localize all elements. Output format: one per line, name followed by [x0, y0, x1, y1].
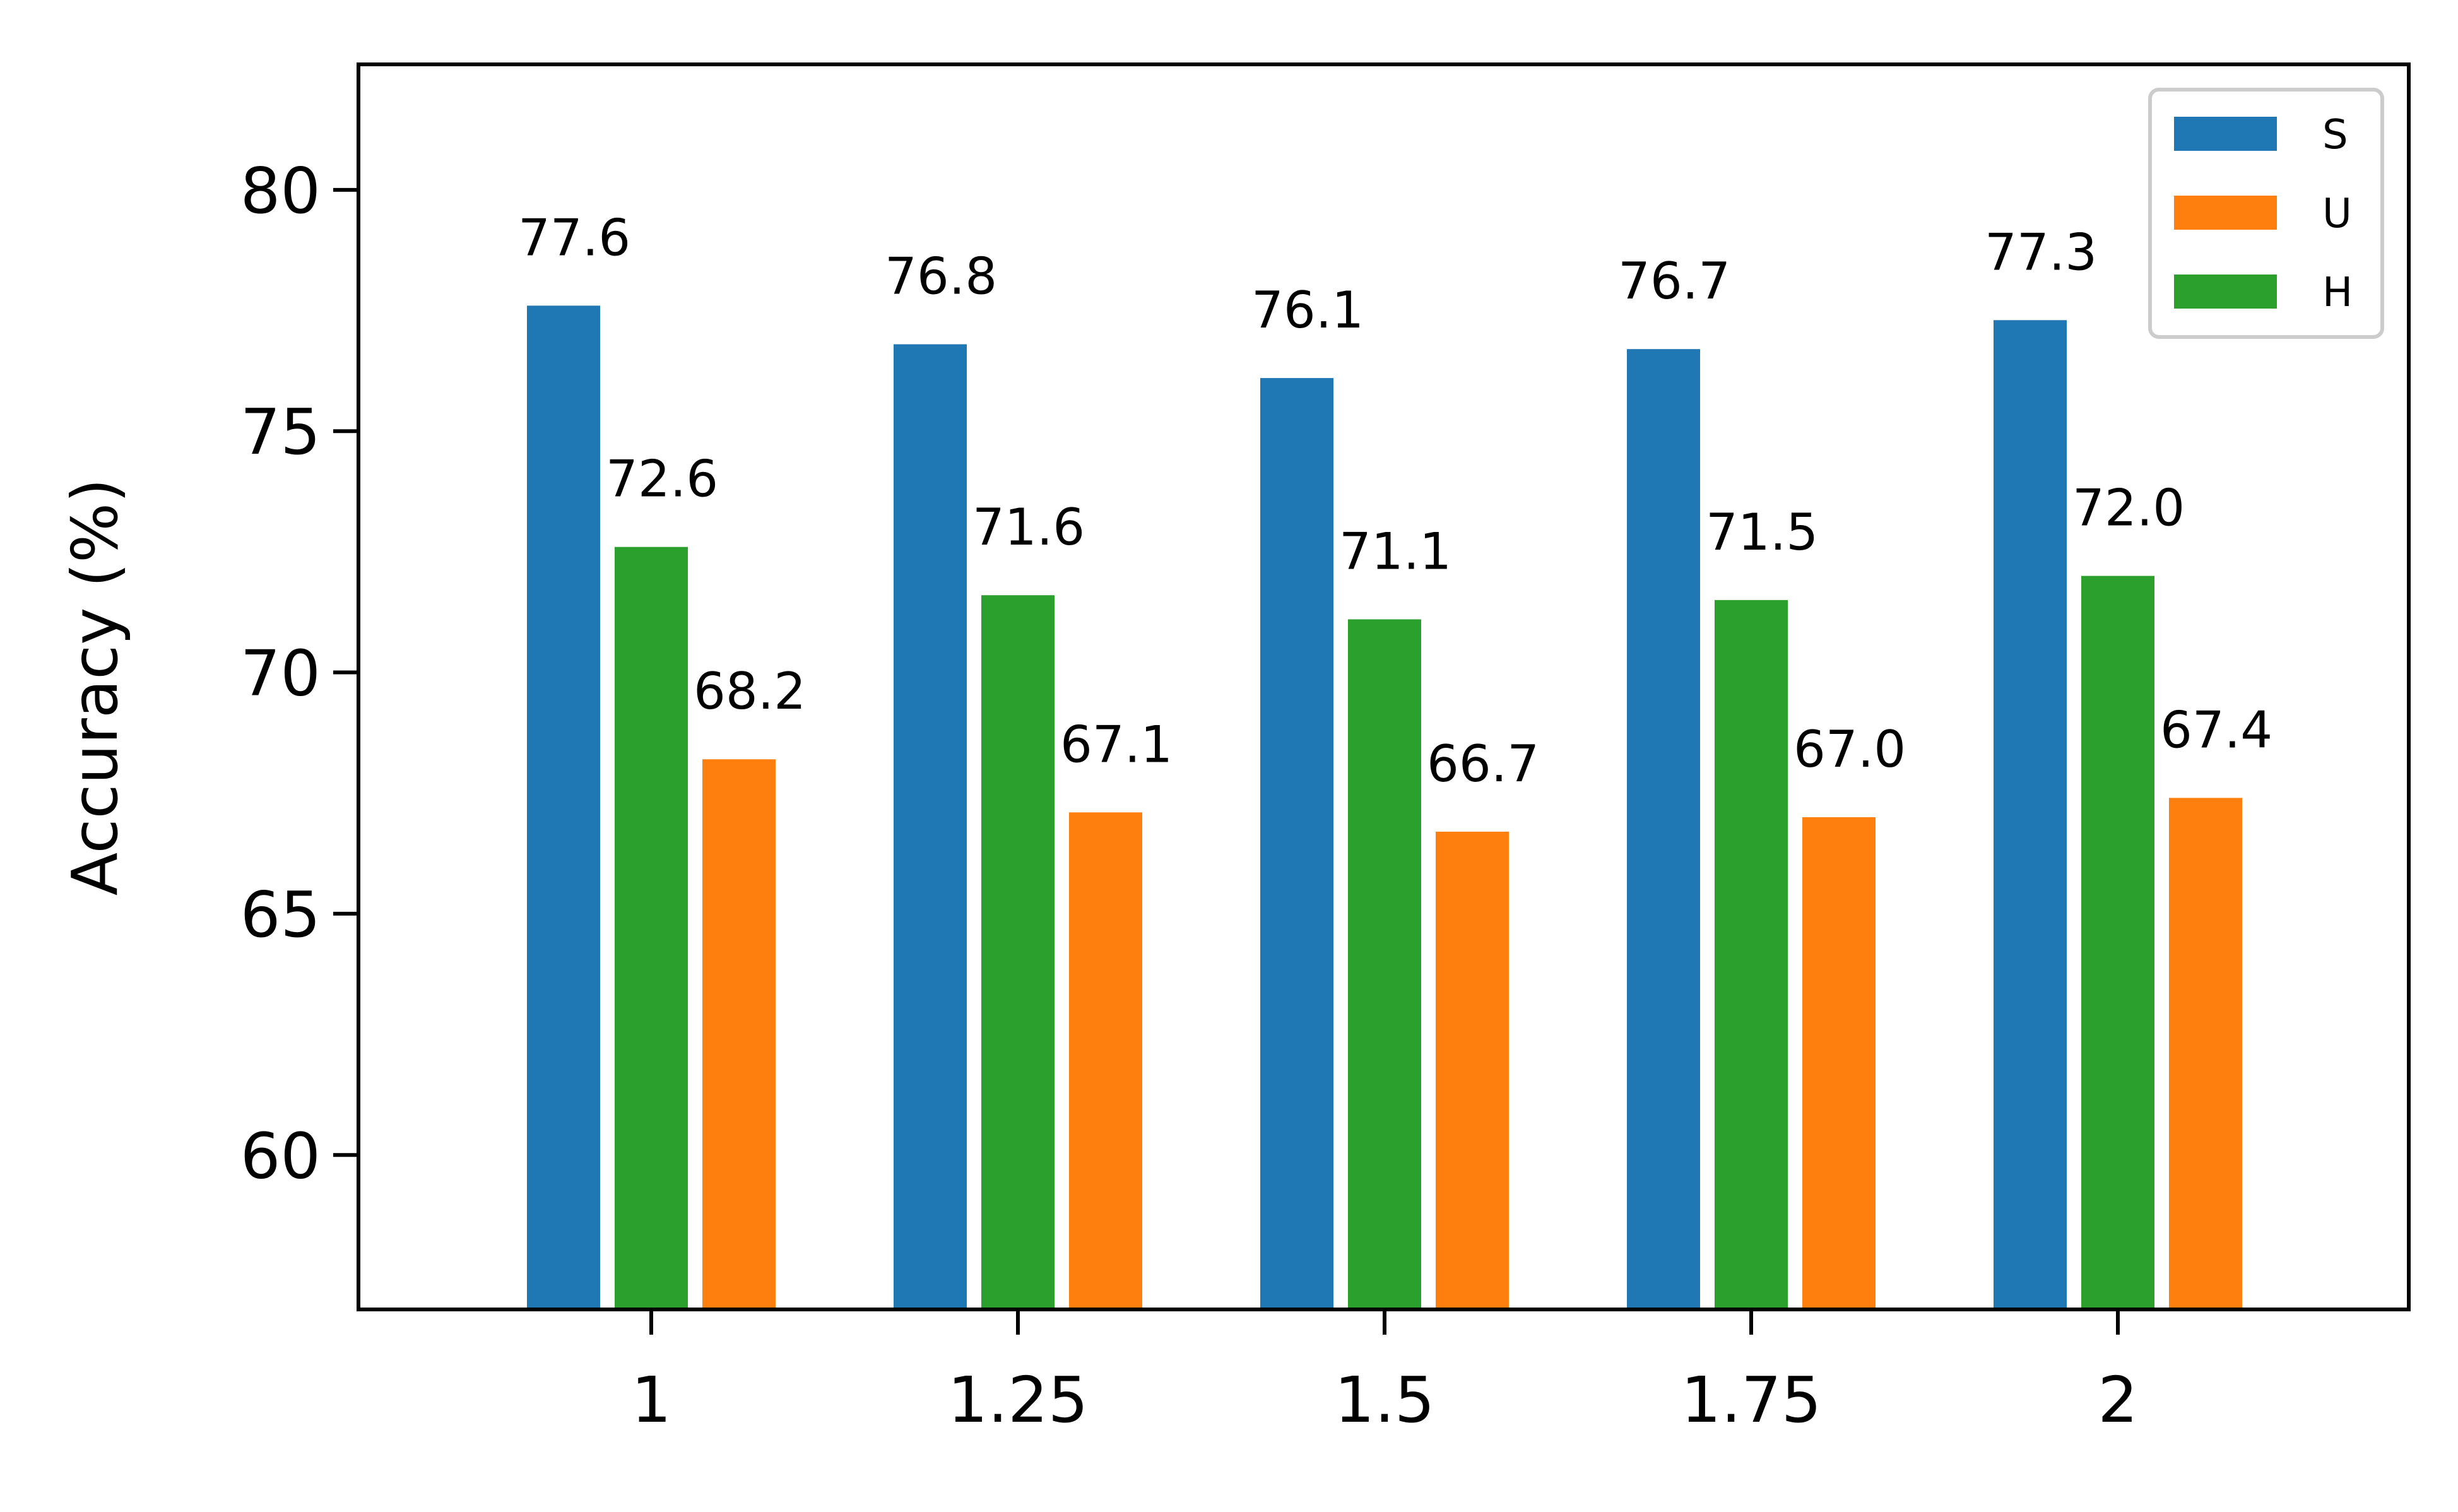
data-label-S-2: 77.3	[1985, 223, 2097, 281]
legend-swatch-S	[2174, 117, 2277, 151]
data-label-H-1: 72.6	[606, 450, 718, 509]
data-label-S-1.75: 76.7	[1618, 252, 1730, 310]
bar-S-2	[1994, 320, 2067, 1310]
data-label-U-2: 67.4	[2160, 700, 2272, 759]
y-tick-label-70: 70	[240, 637, 321, 711]
data-label-S-1: 77.6	[518, 208, 630, 267]
bar-S-1	[527, 305, 600, 1309]
bar-U-1.5	[1436, 831, 1509, 1309]
bar-U-1.25	[1069, 812, 1142, 1309]
data-label-U-1.5: 66.7	[1427, 735, 1539, 793]
bar-U-1	[702, 759, 776, 1309]
bar-S-1.5	[1260, 378, 1333, 1309]
x-tick-label-2: 2	[2098, 1363, 2138, 1437]
bar-H-1	[615, 546, 688, 1309]
y-tick-label-80: 80	[240, 154, 321, 228]
bar-S-1.75	[1627, 349, 1700, 1309]
bars-group	[527, 305, 2242, 1310]
x-axis: 1 1.25 1.5 1.75 2	[631, 1309, 2138, 1437]
bar-U-2	[2169, 798, 2242, 1309]
y-tick-label-75: 75	[240, 395, 321, 469]
legend-swatch-U	[2174, 196, 2277, 230]
y-axis: 60 65 70 75 80	[240, 154, 358, 1193]
y-axis-label: Accuracy (%)	[58, 478, 132, 895]
data-label-H-2: 72.0	[2072, 479, 2185, 538]
bar-H-1.5	[1348, 619, 1421, 1309]
x-tick-label-1.25: 1.25	[948, 1363, 1089, 1437]
legend-label-H: H	[2322, 269, 2353, 316]
bar-U-1.75	[1802, 817, 1876, 1309]
data-label-H-1.25: 71.6	[972, 498, 1085, 557]
bar-H-1.25	[981, 595, 1055, 1309]
data-label-U-1: 68.2	[694, 662, 806, 721]
data-label-H-1.5: 71.1	[1339, 522, 1451, 581]
bar-S-1.25	[894, 344, 967, 1309]
data-label-S-1.5: 76.1	[1251, 281, 1364, 340]
bar-H-2	[2081, 576, 2154, 1309]
data-label-U-1.75: 67.0	[1793, 720, 1906, 779]
y-tick-label-65: 65	[240, 878, 321, 952]
legend-swatch-H	[2174, 275, 2277, 309]
x-tick-label-1: 1	[631, 1363, 671, 1437]
legend: SUH	[2148, 88, 2384, 339]
data-labels-group: 77.6 76.8 76.1 76.7 77.3 72.6 71.6 71.1 71.5 72.0…	[518, 208, 2272, 793]
bar-H-1.75	[1715, 599, 1788, 1309]
x-tick-label-1.75: 1.75	[1681, 1363, 1822, 1437]
data-label-U-1.25: 67.1	[1060, 715, 1173, 774]
x-tick-label-1.5: 1.5	[1334, 1363, 1434, 1437]
data-label-H-1.75: 71.5	[1706, 503, 1818, 562]
y-tick-label-60: 60	[240, 1119, 321, 1193]
legend-label-S: S	[2322, 112, 2348, 158]
data-label-S-1.25: 76.8	[885, 247, 997, 306]
legend-label-U: U	[2322, 191, 2352, 237]
